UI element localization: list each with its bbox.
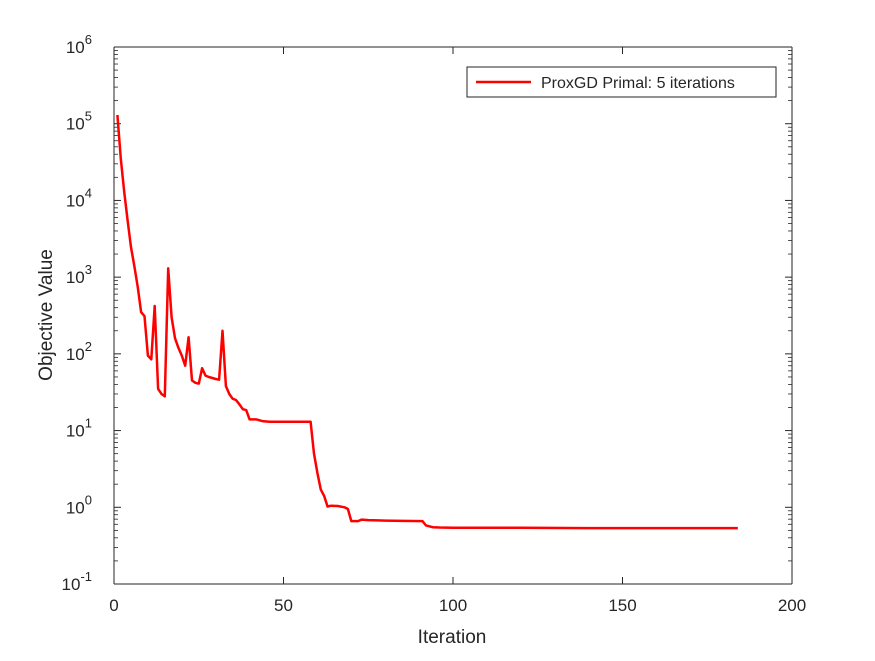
y-tick-label-base: 10: [62, 575, 81, 594]
y-tick-label-base: 10: [66, 38, 85, 57]
x-tick-label: 0: [109, 596, 118, 615]
x-axis-label: Iteration: [418, 627, 487, 648]
y-tick-label: 105: [66, 109, 92, 134]
legend: ProxGD Primal: 5 iterations: [466, 66, 777, 98]
y-tick-label-exponent: 4: [85, 185, 92, 200]
y-tick-label: 10-1: [62, 569, 92, 594]
series-layer: [116, 114, 738, 530]
y-tick-label-exponent: 1: [85, 416, 92, 431]
y-tick-label-base: 10: [66, 422, 85, 441]
y-tick-label-base: 10: [66, 115, 85, 134]
plot-background: [114, 47, 792, 584]
y-tick-label-base: 10: [66, 268, 85, 287]
x-tick-label: 200: [778, 596, 806, 615]
y-tick-label-exponent: 2: [85, 339, 92, 354]
y-tick-label: 103: [66, 262, 92, 287]
y-axis-label: Objective Value: [36, 249, 57, 381]
x-tick-label: 50: [274, 596, 293, 615]
y-tick-label-exponent: 5: [85, 109, 92, 124]
y-tick-label-exponent: 0: [85, 492, 92, 507]
y-tick-label-base: 10: [66, 191, 85, 210]
plot-area: [114, 47, 792, 584]
y-tick-label: 104: [66, 185, 92, 210]
y-tick-label-base: 10: [66, 498, 85, 517]
x-tick-label: 150: [608, 596, 636, 615]
y-tick-label-exponent: -1: [80, 569, 92, 584]
y-tick-label-base: 10: [66, 345, 85, 364]
series-line: [116, 114, 738, 530]
y-tick-label: 100: [66, 492, 92, 517]
y-tick-label-exponent: 3: [85, 262, 92, 277]
y-tick-label: 102: [66, 339, 92, 364]
legend-label: ProxGD Primal: 5 iterations: [541, 75, 735, 92]
y-tick-label-exponent: 6: [85, 32, 92, 47]
y-tick-label: 106: [66, 32, 92, 57]
y-tick-label: 101: [66, 416, 92, 441]
x-tick-label: 100: [439, 596, 467, 615]
